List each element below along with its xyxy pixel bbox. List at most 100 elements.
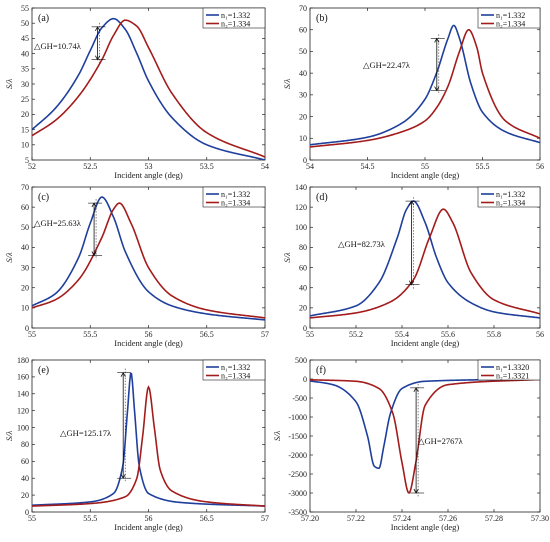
x-axis-label: Incident angle (deg) bbox=[114, 170, 183, 180]
x-tick-label: 56 bbox=[536, 330, 544, 339]
y-tick-label: 10 bbox=[21, 304, 29, 313]
annotation-label: △GH=22.47λ bbox=[363, 60, 411, 70]
y-tick-label: 50 bbox=[299, 47, 307, 56]
x-tick-label: 56.5 bbox=[200, 514, 214, 523]
x-tick-label: 54 bbox=[261, 162, 269, 171]
y-tick-label: 140 bbox=[295, 183, 307, 192]
x-tick-label: 55.6 bbox=[441, 330, 455, 339]
x-axis-label: Incident angle (deg) bbox=[114, 338, 183, 348]
panel-label: (e) bbox=[38, 365, 49, 376]
y-tick-label: 60 bbox=[299, 26, 307, 35]
panel-a: 52 52.5 53 53.5 54 5 10 15 20 25 30 35 40 45 50 55 Incid… bbox=[4, 4, 269, 180]
y-tick-label: 45 bbox=[21, 34, 29, 43]
y-tick-label: -500 bbox=[292, 394, 307, 403]
series-line-n1 bbox=[32, 196, 265, 321]
y-tick-label: 80 bbox=[299, 243, 307, 252]
x-tick-label: 57.24 bbox=[393, 514, 411, 523]
x-tick-label: 56 bbox=[536, 162, 544, 171]
x-tick-label: 52 bbox=[28, 162, 36, 171]
x-tick-label: 57.20 bbox=[301, 514, 319, 523]
y-tick-label: 40 bbox=[299, 69, 307, 78]
series-line-n2 bbox=[32, 202, 265, 319]
legend-label: n₁=1.332 bbox=[496, 190, 525, 199]
y-tick-label: 60 bbox=[299, 263, 307, 272]
x-tick-label: 55.4 bbox=[395, 330, 409, 339]
y-tick-label: 80 bbox=[21, 440, 29, 449]
legend-label: n₂=1.334 bbox=[221, 198, 250, 207]
panel-label: (f) bbox=[316, 365, 326, 376]
x-axis-label: Incident angle (deg) bbox=[391, 170, 460, 180]
panel-e: 55 55.5 56 56.5 57 0 20 40 60 80 100 120 140 160 180 In… bbox=[4, 356, 269, 532]
y-tick-label: 40 bbox=[21, 49, 29, 58]
x-tick-label: 55 bbox=[421, 162, 429, 171]
y-tick-label: 30 bbox=[21, 263, 29, 272]
x-axis-label: Incident angle (deg) bbox=[391, 522, 460, 532]
panel-label: (b) bbox=[316, 13, 328, 24]
panel-label: (d) bbox=[316, 192, 328, 203]
legend-label: n₁=1.332 bbox=[221, 190, 250, 199]
legend-label: n₂=1.3321 bbox=[496, 371, 529, 380]
y-tick-label: -3000 bbox=[288, 489, 307, 498]
series-line-n2 bbox=[310, 378, 540, 495]
panel-label: (c) bbox=[38, 192, 49, 203]
legend-label: n₁=1.332 bbox=[221, 363, 250, 372]
series-line-n1 bbox=[310, 200, 540, 319]
x-axis-label: Incident angle (deg) bbox=[391, 338, 460, 348]
panel-f: 57.20 57.22 57.24 57.26 57.28 57.30 -3500 -3000… bbox=[272, 356, 549, 532]
plot-frame bbox=[309, 186, 541, 329]
y-tick-label: 120 bbox=[17, 406, 29, 415]
x-tick-label: 56.5 bbox=[200, 330, 214, 339]
y-tick-label: 20 bbox=[21, 110, 29, 119]
y-tick-label: -1500 bbox=[288, 432, 307, 441]
x-tick-label: 55 bbox=[28, 330, 36, 339]
y-tick-label: 0 bbox=[25, 508, 29, 517]
legend-label: n₂=1.334 bbox=[221, 19, 250, 28]
y-tick-label: 160 bbox=[17, 373, 29, 382]
annotation-label: △GH=10.74λ bbox=[34, 41, 82, 51]
panel-b: 54 54.5 55 55.5 56 0 10 20 30 40 50 60 70 Incident an… bbox=[282, 4, 544, 180]
x-tick-label: 57.30 bbox=[531, 514, 549, 523]
y-tick-label: -1000 bbox=[288, 413, 307, 422]
x-tick-label: 56 bbox=[145, 330, 153, 339]
x-tick-label: 55.2 bbox=[349, 330, 363, 339]
y-tick-label: -3500 bbox=[288, 508, 307, 517]
plot-frame bbox=[31, 186, 266, 329]
x-tick-label: 57.22 bbox=[347, 514, 365, 523]
y-tick-label: 120 bbox=[295, 203, 307, 212]
x-tick-label: 54 bbox=[306, 162, 314, 171]
y-axis-label: S/λ bbox=[4, 431, 14, 442]
y-tick-label: 70 bbox=[21, 183, 29, 192]
y-tick-label: 0 bbox=[303, 324, 307, 333]
x-tick-label: 55.8 bbox=[487, 330, 501, 339]
panel-label: (a) bbox=[38, 13, 49, 24]
y-tick-label: 50 bbox=[21, 19, 29, 28]
y-tick-label: 180 bbox=[17, 356, 29, 365]
x-tick-label: 52.5 bbox=[83, 162, 97, 171]
series-line-n1 bbox=[32, 373, 265, 507]
y-tick-label: 0 bbox=[303, 156, 307, 165]
annotation-label: △GH=125.17λ bbox=[60, 428, 112, 438]
y-tick-label: 20 bbox=[21, 491, 29, 500]
x-tick-label: 55 bbox=[306, 330, 314, 339]
x-tick-label: 57.26 bbox=[439, 514, 457, 523]
x-tick-label: 55.5 bbox=[83, 514, 97, 523]
y-tick-label: 70 bbox=[299, 4, 307, 13]
x-tick-label: 53.5 bbox=[200, 162, 214, 171]
y-tick-label: 0 bbox=[303, 375, 307, 384]
panel-c: 55 55.5 56 56.5 57 0 10 20 30 40 50 60 70 Incident an… bbox=[4, 183, 269, 348]
y-tick-label: 100 bbox=[295, 223, 307, 232]
series-line-n1 bbox=[310, 24, 540, 146]
y-tick-label: 40 bbox=[21, 243, 29, 252]
y-axis-label: S/λ bbox=[272, 431, 282, 442]
legend-label: n₂=1.334 bbox=[221, 371, 250, 380]
y-tick-label: -2500 bbox=[288, 470, 307, 479]
y-tick-label: 60 bbox=[21, 203, 29, 212]
y-tick-label: 100 bbox=[17, 423, 29, 432]
plot-frame bbox=[309, 7, 541, 161]
x-tick-label: 55 bbox=[28, 514, 36, 523]
legend-label: n₁=1.332 bbox=[221, 11, 250, 20]
y-axis-label: S/λ bbox=[4, 252, 14, 263]
x-tick-label: 55.5 bbox=[83, 330, 97, 339]
series-line-n2 bbox=[310, 208, 540, 319]
series-line-n2 bbox=[32, 385, 265, 507]
